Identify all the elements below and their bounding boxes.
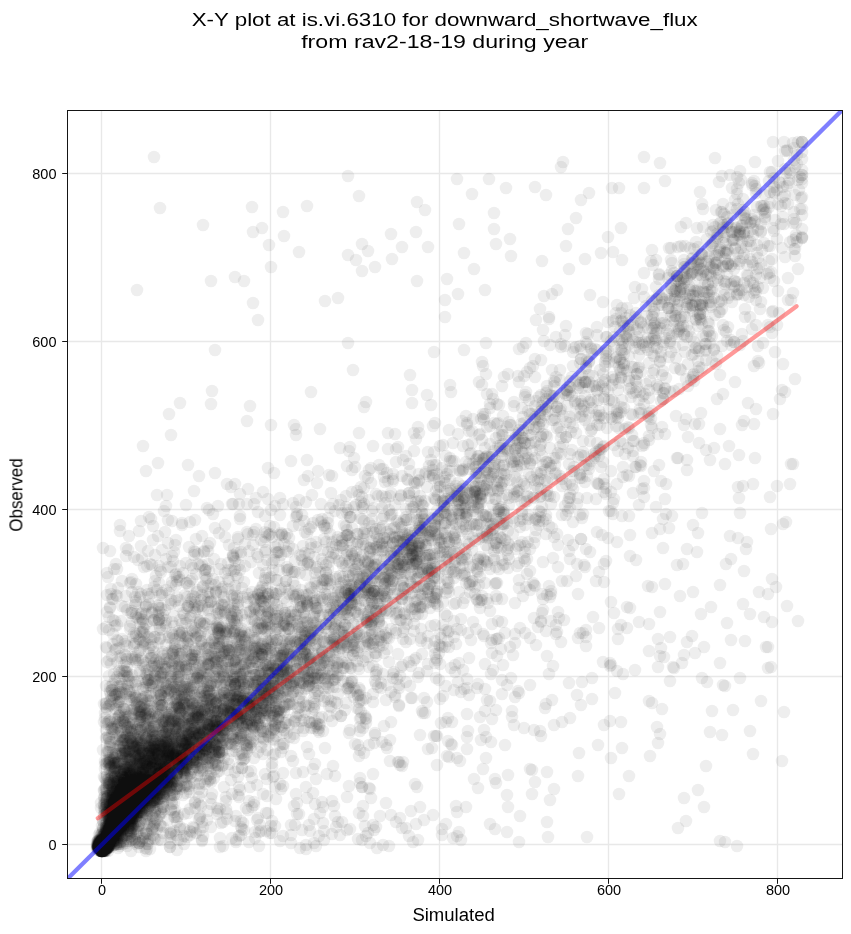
svg-text:600: 600 [597, 882, 621, 898]
svg-text:0: 0 [98, 882, 106, 898]
svg-text:400: 400 [32, 502, 56, 518]
svg-text:from rav2-18-19 during year: from rav2-18-19 during year [301, 31, 588, 52]
svg-text:400: 400 [428, 882, 452, 898]
svg-text:200: 200 [259, 882, 283, 898]
svg-text:Simulated: Simulated [412, 905, 494, 925]
svg-text:Observed: Observed [6, 458, 26, 531]
svg-text:800: 800 [766, 882, 790, 898]
svg-text:X-Y plot at is.vi.6310 for dow: X-Y plot at is.vi.6310 for downward_shor… [192, 9, 699, 31]
svg-text:800: 800 [32, 166, 56, 182]
svg-text:200: 200 [32, 669, 56, 685]
svg-text:600: 600 [32, 334, 56, 350]
svg-text:0: 0 [48, 837, 56, 853]
